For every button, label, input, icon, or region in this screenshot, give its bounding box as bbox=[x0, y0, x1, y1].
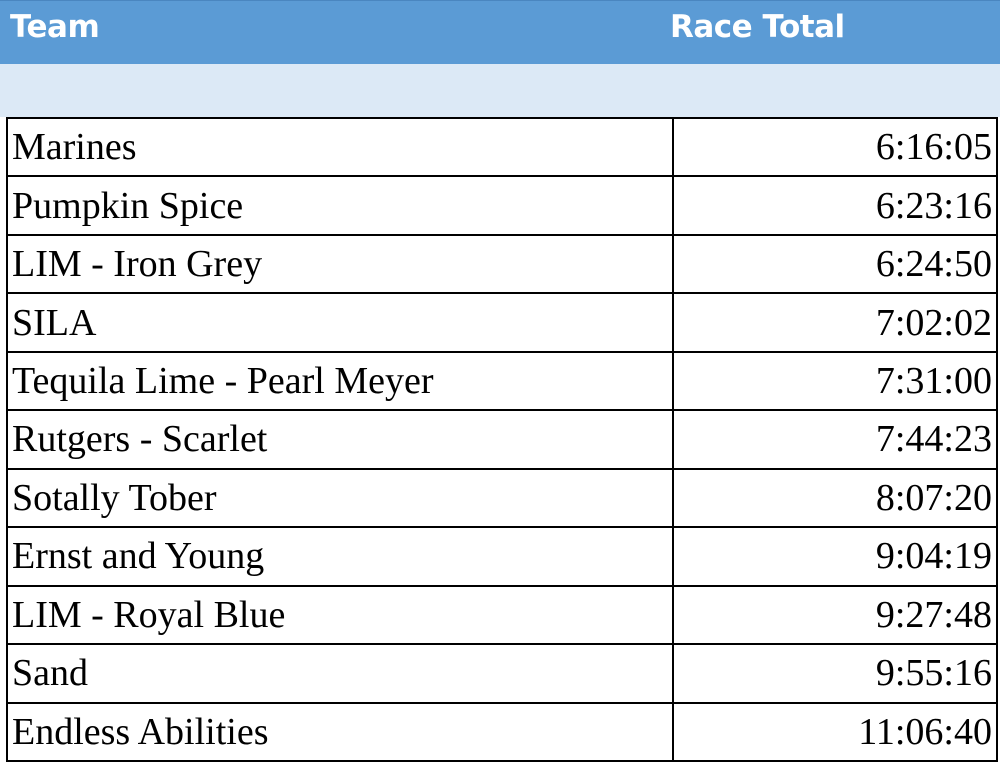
table-row: LIM - Royal Blue 9:27:48 bbox=[6, 584, 998, 646]
table-row: LIM - Iron Grey 6:24:50 bbox=[6, 233, 998, 295]
header-row: Team Race Total bbox=[0, 0, 1000, 64]
team-cell[interactable]: LIM - Iron Grey bbox=[6, 233, 674, 295]
race-total-column-header: Race Total bbox=[670, 9, 845, 45]
table-row: Ernst and Young 9:04:19 bbox=[6, 526, 998, 587]
race-total-cell[interactable]: 6:24:50 bbox=[672, 233, 998, 295]
race-total-cell[interactable]: 7:02:02 bbox=[672, 292, 998, 353]
race-total-cell[interactable]: 6:23:16 bbox=[672, 175, 998, 236]
table-row: Pumpkin Spice 6:23:16 bbox=[6, 175, 998, 236]
table-row: Endless Abilities 11:06:40 bbox=[6, 701, 998, 763]
team-cell[interactable]: Endless Abilities bbox=[6, 701, 674, 763]
table-row: Rutgers - Scarlet 7:44:23 bbox=[6, 409, 998, 470]
race-total-cell[interactable]: 9:55:16 bbox=[672, 643, 998, 704]
team-cell[interactable]: Sotally Tober bbox=[6, 467, 674, 529]
team-cell[interactable]: Rutgers - Scarlet bbox=[6, 409, 674, 470]
table-row: Sand 9:55:16 bbox=[6, 643, 998, 704]
team-cell[interactable]: Pumpkin Spice bbox=[6, 175, 674, 236]
race-total-cell[interactable]: 7:31:00 bbox=[672, 350, 998, 412]
team-cell[interactable]: Ernst and Young bbox=[6, 526, 674, 587]
team-cell[interactable]: SILA bbox=[6, 292, 674, 353]
team-cell[interactable]: Sand bbox=[6, 643, 674, 704]
table-row: Tequila Lime - Pearl Meyer 7:31:00 bbox=[6, 350, 998, 412]
results-table: Marines 6:16:05 Pumpkin Spice 6:23:16 LI… bbox=[6, 116, 998, 763]
race-total-cell[interactable]: 9:27:48 bbox=[672, 584, 998, 646]
race-total-cell[interactable]: 11:06:40 bbox=[672, 701, 998, 763]
race-total-cell[interactable]: 6:16:05 bbox=[672, 116, 998, 178]
team-cell[interactable]: Tequila Lime - Pearl Meyer bbox=[6, 350, 674, 412]
table-row: Marines 6:16:05 bbox=[6, 116, 998, 178]
table-row: SILA 7:02:02 bbox=[6, 292, 998, 353]
race-total-cell[interactable]: 9:04:19 bbox=[672, 526, 998, 587]
team-cell[interactable]: LIM - Royal Blue bbox=[6, 584, 674, 646]
header-band bbox=[0, 64, 1000, 117]
race-total-cell[interactable]: 7:44:23 bbox=[672, 409, 998, 470]
team-cell[interactable]: Marines bbox=[6, 116, 674, 178]
race-total-cell[interactable]: 8:07:20 bbox=[672, 467, 998, 529]
team-column-header: Team bbox=[10, 9, 100, 45]
table-row: Sotally Tober 8:07:20 bbox=[6, 467, 998, 529]
